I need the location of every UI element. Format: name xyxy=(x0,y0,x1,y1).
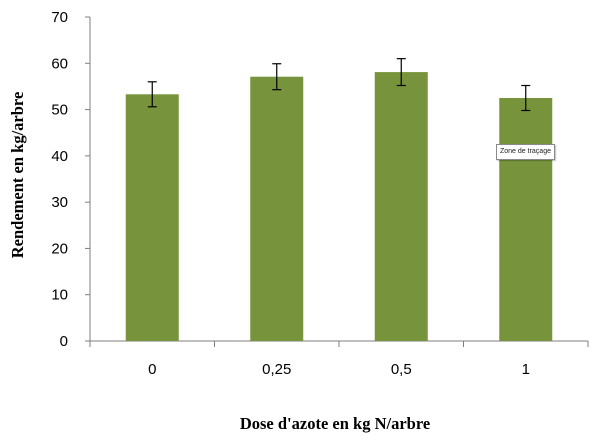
error-bar xyxy=(272,63,282,91)
y-tick-label: 70 xyxy=(51,9,68,26)
error-bar xyxy=(521,84,531,112)
bar xyxy=(374,72,428,341)
error-bars xyxy=(147,58,531,112)
y-tick-label: 50 xyxy=(51,102,68,119)
error-bar xyxy=(147,81,157,108)
y-tick-label: 40 xyxy=(51,148,68,165)
tick-labels: 0 10 20 30 40 50 60 70 0 0,25 0,5 1 xyxy=(51,9,530,378)
y-axis-label: Rendement en kg/arbre xyxy=(8,92,27,259)
x-axis-label: Dose d'azote en kg N/arbre xyxy=(240,414,430,433)
x-tick-label: 1 xyxy=(522,361,530,378)
bar xyxy=(499,98,553,341)
y-tick-label: 0 xyxy=(60,333,68,350)
x-tick-label: 0 xyxy=(148,361,156,378)
error-bar xyxy=(396,58,406,87)
y-tick-label: 60 xyxy=(51,55,68,72)
plot-area-tooltip: Zone de traçage xyxy=(496,144,555,160)
y-tick-label: 30 xyxy=(51,194,68,211)
bars xyxy=(125,72,553,342)
x-tick-label: 0,5 xyxy=(391,361,412,378)
x-tick-label: 0,25 xyxy=(262,361,291,378)
y-tick-label: 10 xyxy=(51,287,68,304)
bar xyxy=(125,94,179,341)
bar xyxy=(250,76,304,342)
y-tick-label: 20 xyxy=(51,240,68,257)
